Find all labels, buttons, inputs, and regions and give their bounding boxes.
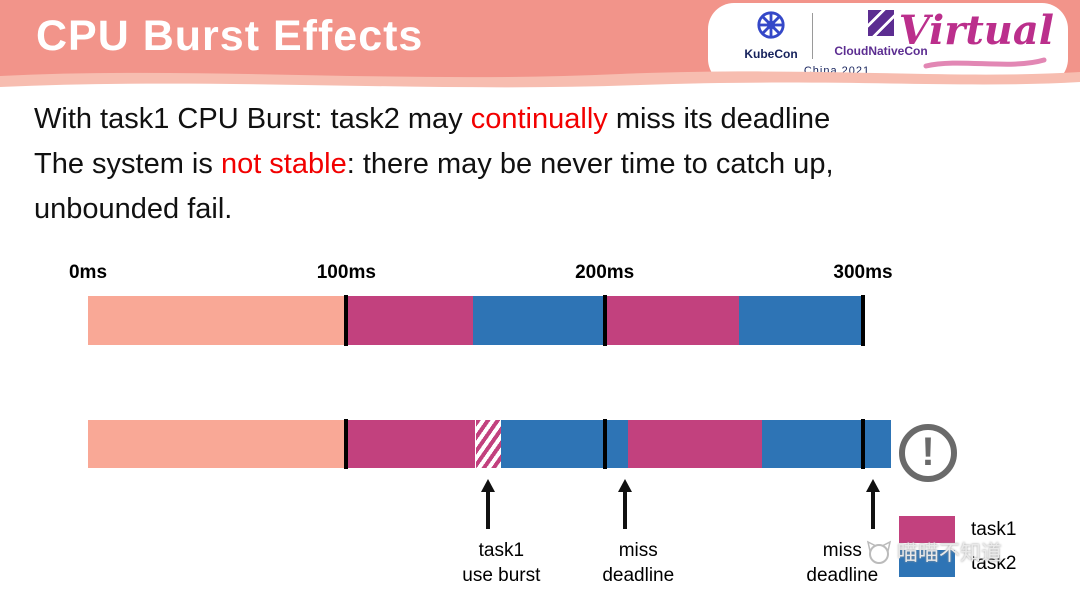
axis-label-100ms: 100ms	[316, 262, 376, 283]
body-line2-highlight: not stable	[220, 148, 347, 180]
annotation-label: task1 use burst	[462, 540, 541, 586]
legend-swatch-task1	[899, 516, 955, 543]
legend-label-task1: task1	[971, 518, 1017, 540]
page-title: CPU Burst Effects	[36, 12, 424, 60]
deadline-tick-200ms	[602, 419, 607, 469]
warning-exclamation-icon: !	[899, 424, 957, 482]
segment-task2	[739, 296, 863, 345]
up-arrow	[618, 479, 632, 529]
slide-body-text: With task1 CPU Burst: task2 may continua…	[34, 97, 1014, 232]
segment-idle	[88, 420, 347, 468]
header-wave-decoration	[0, 71, 1080, 94]
cloudnativecon-label: CloudNativeCon	[834, 44, 928, 58]
event-logos: KubeCon CloudNativeCon China 2021 Virtua…	[708, 3, 1068, 85]
segment-task1	[604, 296, 739, 345]
cloudnativecon-logo: CloudNativeCon	[826, 10, 936, 58]
kubecon-logo: KubeCon	[738, 10, 804, 61]
body-line2-tail: : there may be never time to catch up,	[346, 148, 834, 180]
axis-label-300ms: 300ms	[833, 262, 893, 283]
cat-icon	[866, 540, 892, 564]
timeline-bar-without-burst	[88, 295, 894, 346]
segment-task1	[346, 420, 476, 468]
virtual-label: Virtual	[898, 7, 1054, 54]
annotation-label: miss deadline	[806, 540, 879, 586]
deadline-tick-200ms	[602, 295, 607, 346]
legend-swatch-task2	[899, 550, 955, 577]
deadline-tick-100ms	[344, 295, 349, 346]
segment-task2	[472, 296, 605, 345]
body-line3: unbounded fail.	[34, 193, 233, 225]
segment-task2	[501, 420, 628, 468]
axis-label-200ms: 200ms	[575, 262, 635, 283]
body-line2: The system is	[34, 148, 221, 180]
segment-task1	[627, 420, 763, 468]
up-arrow	[481, 479, 495, 529]
legend-label-task2: task2	[971, 552, 1017, 574]
segment-burst	[475, 420, 502, 468]
up-arrow	[866, 479, 880, 529]
timeline-bar-with-burst	[88, 419, 894, 469]
annotation-label: miss deadline	[602, 540, 675, 586]
kubecon-wheel-icon	[757, 11, 785, 39]
watermark-text: 喵喵不知道	[897, 542, 1002, 565]
legend: task1 task2	[899, 516, 1016, 584]
logo-divider	[812, 13, 813, 59]
body-line1: With task1 CPU Burst: task2 may	[34, 103, 471, 135]
legend-item-task1: task1	[899, 516, 1016, 543]
legend-item-task2: task2	[899, 550, 1016, 577]
axis-label-0ms: 0ms	[68, 262, 108, 283]
segment-idle	[88, 296, 347, 345]
segment-task1	[346, 296, 473, 345]
deadline-tick-100ms	[344, 419, 349, 469]
cloudnativecon-icon	[868, 10, 894, 36]
virtual-underline-swoosh	[923, 57, 1047, 69]
kubecon-label: KubeCon	[744, 47, 798, 61]
body-line1-highlight: continually	[470, 103, 608, 135]
watermark: 喵喵不知道	[866, 537, 1002, 567]
segment-task2	[762, 420, 892, 468]
deadline-tick-300ms	[861, 419, 865, 469]
deadline-tick-300ms	[861, 295, 865, 346]
body-line1-tail: miss its deadline	[607, 103, 831, 135]
